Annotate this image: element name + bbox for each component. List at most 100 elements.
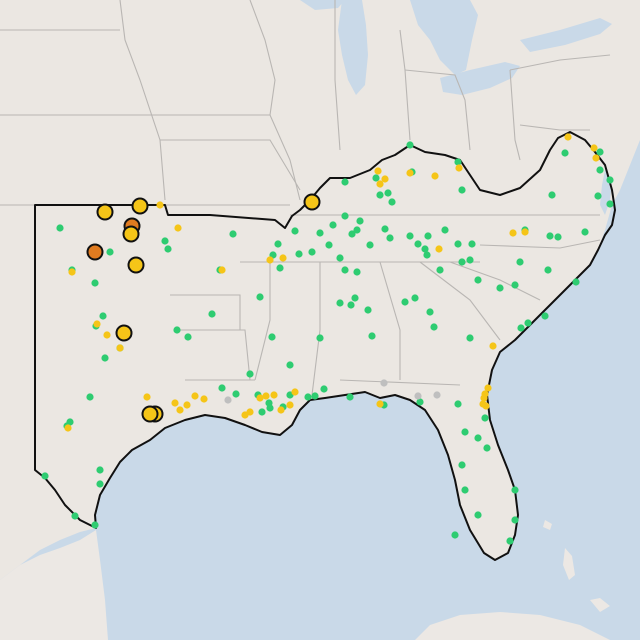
station-dot[interactable] — [184, 333, 192, 341]
station-dot[interactable] — [56, 224, 64, 232]
alert-station-marker[interactable] — [303, 193, 321, 211]
station-dot[interactable] — [433, 391, 441, 399]
station-dot[interactable] — [266, 256, 274, 264]
station-dot[interactable] — [353, 268, 361, 276]
station-dot[interactable] — [41, 472, 49, 480]
station-dot[interactable] — [191, 392, 199, 400]
station-dot[interactable] — [590, 144, 598, 152]
station-dot[interactable] — [183, 401, 191, 409]
station-dot[interactable] — [291, 388, 299, 396]
station-dot[interactable] — [368, 332, 376, 340]
station-dot[interactable] — [426, 308, 434, 316]
alert-station-marker[interactable] — [131, 197, 149, 215]
station-dot[interactable] — [353, 226, 361, 234]
station-dot[interactable] — [341, 178, 349, 186]
alert-station-marker[interactable] — [115, 324, 133, 342]
station-dot[interactable] — [414, 240, 422, 248]
station-dot[interactable] — [99, 312, 107, 320]
station-dot[interactable] — [374, 167, 382, 175]
station-dot[interactable] — [286, 401, 294, 409]
station-dot[interactable] — [366, 241, 374, 249]
station-dot[interactable] — [336, 299, 344, 307]
station-dot[interactable] — [103, 331, 111, 339]
station-dot[interactable] — [544, 266, 552, 274]
station-dot[interactable] — [329, 221, 337, 229]
station-dot[interactable] — [489, 342, 497, 350]
station-dot[interactable] — [156, 201, 164, 209]
station-dot[interactable] — [256, 394, 264, 402]
station-dot[interactable] — [208, 310, 216, 318]
station-dot[interactable] — [304, 393, 312, 401]
station-dot[interactable] — [256, 293, 264, 301]
station-dot[interactable] — [232, 390, 240, 398]
station-dot[interactable] — [561, 149, 569, 157]
station-dot[interactable] — [286, 361, 294, 369]
station-dot[interactable] — [376, 191, 384, 199]
station-dot[interactable] — [316, 229, 324, 237]
station-dot[interactable] — [458, 461, 466, 469]
station-dot[interactable] — [316, 334, 324, 342]
station-dot[interactable] — [356, 217, 364, 225]
station-dot[interactable] — [455, 164, 463, 172]
station-dot[interactable] — [596, 166, 604, 174]
station-dot[interactable] — [461, 486, 469, 494]
station-dot[interactable] — [364, 306, 372, 314]
station-dot[interactable] — [270, 391, 278, 399]
station-dot[interactable] — [416, 398, 424, 406]
station-dot[interactable] — [279, 254, 287, 262]
station-dot[interactable] — [341, 212, 349, 220]
alert-station-marker[interactable] — [122, 225, 140, 243]
station-dot[interactable] — [564, 133, 572, 141]
station-dot[interactable] — [474, 434, 482, 442]
station-dot[interactable] — [325, 241, 333, 249]
station-dot[interactable] — [511, 486, 519, 494]
station-dot[interactable] — [458, 186, 466, 194]
station-dot[interactable] — [406, 141, 414, 149]
station-dot[interactable] — [336, 254, 344, 262]
station-dot[interactable] — [277, 406, 285, 414]
station-dot[interactable] — [246, 370, 254, 378]
station-dot[interactable] — [511, 281, 519, 289]
station-dot[interactable] — [435, 245, 443, 253]
station-dot[interactable] — [454, 158, 462, 166]
station-dot[interactable] — [430, 323, 438, 331]
alert-station-marker[interactable] — [86, 243, 104, 261]
station-dot[interactable] — [91, 279, 99, 287]
alert-station-marker[interactable] — [127, 256, 145, 274]
station-dot[interactable] — [483, 444, 491, 452]
station-dot[interactable] — [436, 266, 444, 274]
station-dot[interactable] — [474, 276, 482, 284]
station-dot[interactable] — [218, 384, 226, 392]
station-dot[interactable] — [164, 245, 172, 253]
station-dot[interactable] — [262, 392, 270, 400]
station-dot[interactable] — [454, 400, 462, 408]
station-dot[interactable] — [68, 268, 76, 276]
station-dot[interactable] — [91, 521, 99, 529]
station-dot[interactable] — [506, 537, 514, 545]
station-dot[interactable] — [496, 284, 504, 292]
station-dot[interactable] — [291, 227, 299, 235]
station-dot[interactable] — [143, 393, 151, 401]
alert-station-marker[interactable] — [96, 203, 114, 221]
station-dot[interactable] — [265, 399, 273, 407]
station-dot[interactable] — [71, 512, 79, 520]
station-dot[interactable] — [347, 301, 355, 309]
station-dot[interactable] — [101, 354, 109, 362]
station-dot[interactable] — [596, 148, 604, 156]
station-dot[interactable] — [200, 395, 208, 403]
station-dot[interactable] — [276, 264, 284, 272]
station-dot[interactable] — [474, 511, 482, 519]
station-dot[interactable] — [423, 251, 431, 259]
station-dot[interactable] — [606, 176, 614, 184]
station-dot[interactable] — [174, 224, 182, 232]
station-dot[interactable] — [384, 189, 392, 197]
station-dot[interactable] — [229, 230, 237, 238]
station-dot[interactable] — [401, 298, 409, 306]
station-dot[interactable] — [461, 428, 469, 436]
station-dot[interactable] — [482, 402, 490, 410]
station-dot[interactable] — [524, 319, 532, 327]
station-dot[interactable] — [346, 393, 354, 401]
station-dot[interactable] — [93, 320, 101, 328]
station-dot[interactable] — [548, 191, 556, 199]
station-dot[interactable] — [454, 240, 462, 248]
